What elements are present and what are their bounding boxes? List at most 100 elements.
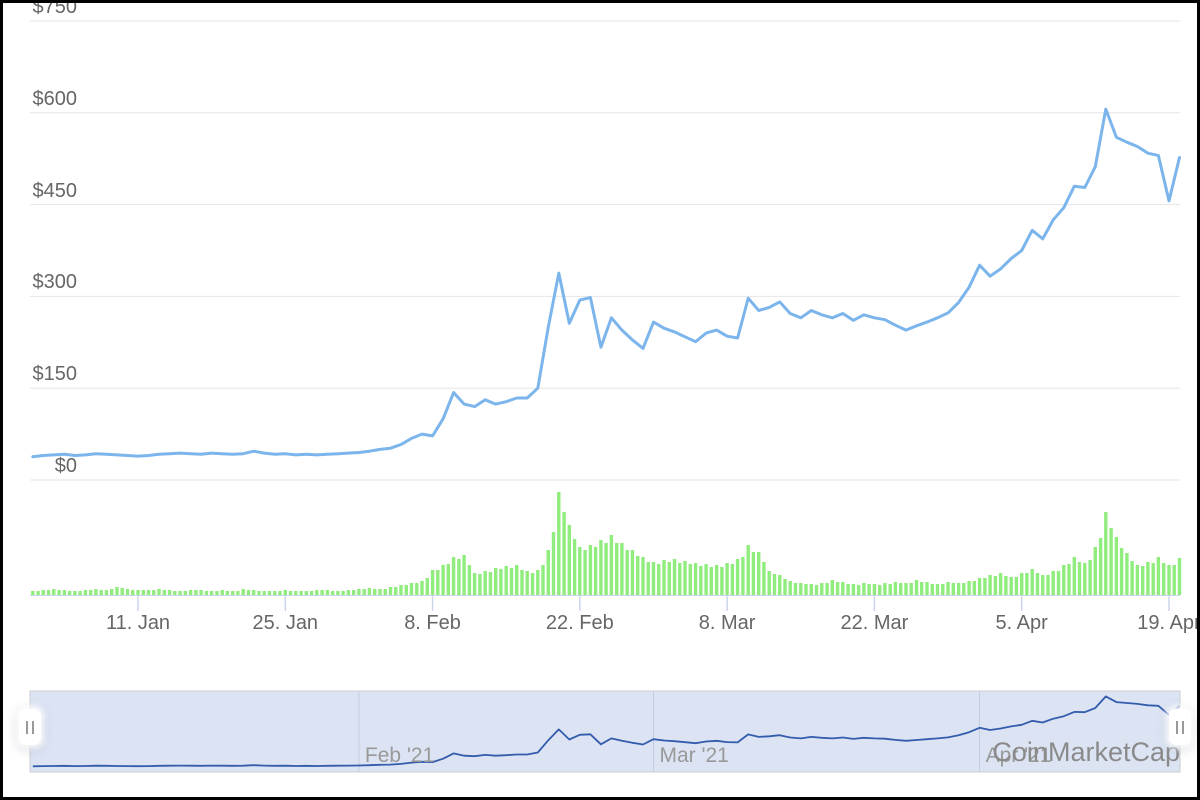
volume-bar: [1062, 565, 1066, 595]
volume-bar: [846, 584, 850, 595]
volume-bar: [636, 556, 640, 595]
volume-bar: [52, 589, 56, 595]
volume-bar: [1035, 573, 1040, 595]
volume-bar: [893, 582, 898, 595]
volume-bar: [562, 512, 566, 595]
volume-bar: [62, 590, 67, 595]
volume-bar: [94, 589, 98, 595]
volume-bar: [1130, 561, 1134, 595]
volume-bar: [1051, 571, 1055, 595]
x-axis-tick-label: 5. Apr: [995, 612, 1048, 634]
volume-bar: [199, 590, 203, 595]
volume-bar: [1104, 512, 1108, 595]
volume-bar: [83, 590, 88, 595]
volume-bar: [1025, 573, 1029, 595]
x-axis-tick-label: 8. Feb: [404, 612, 461, 634]
volume-bar: [1146, 562, 1150, 595]
volume-bar: [204, 591, 209, 595]
volume-bar: [599, 540, 603, 595]
y-axis-tick-label: $750: [32, 0, 78, 18]
volume-bar: [1004, 576, 1008, 595]
volume-bar: [125, 589, 130, 595]
volume-bar: [273, 591, 277, 595]
volume-bar: [457, 559, 461, 595]
volume-bar: [436, 570, 440, 595]
navigator-month-label: Mar '21: [659, 744, 729, 767]
volume-bar: [1030, 569, 1034, 595]
volume-bar: [667, 562, 671, 595]
volume-bar: [188, 590, 193, 595]
volume-bar: [1098, 538, 1103, 595]
volume-bar: [352, 590, 356, 595]
volume-bar: [714, 565, 719, 595]
volume-bar: [814, 585, 819, 595]
volume-bar: [115, 587, 119, 595]
volume-bar: [472, 573, 477, 595]
volume-bar: [299, 591, 303, 595]
x-axis-tick-label: 22. Feb: [545, 612, 614, 634]
volume-bar: [772, 574, 777, 595]
volume-bar: [383, 589, 387, 595]
x-axis-tick-label: 22. Mar: [840, 612, 909, 634]
volume-bar: [304, 591, 308, 595]
volume-bar: [478, 574, 482, 595]
volume-bar: [209, 591, 214, 595]
volume-bar: [488, 572, 493, 595]
navigator-mask[interactable]: [29, 690, 1181, 773]
volume-bar: [1014, 577, 1019, 595]
volume-bar: [178, 591, 182, 595]
volume-bar: [341, 591, 345, 595]
volume-bar: [136, 590, 140, 595]
volume-bar: [567, 525, 571, 595]
volume-bar: [173, 591, 177, 595]
volume-bar: [757, 552, 761, 595]
volume-bar: [730, 564, 735, 595]
volume-bar: [152, 590, 156, 595]
price-line-series: [31, 107, 1181, 459]
volume-bar: [878, 585, 882, 595]
volume-bar: [162, 590, 166, 595]
volume-bar: [215, 591, 219, 595]
volume-bar: [951, 583, 955, 595]
volume-bar: [941, 584, 945, 595]
volume-bar: [888, 584, 892, 595]
volume-bar: [294, 591, 298, 595]
volume-bar: [1135, 565, 1140, 595]
volume-bar: [231, 591, 235, 595]
volume-bar: [131, 590, 135, 595]
volume-bar: [257, 591, 261, 595]
volume-bar: [657, 564, 661, 595]
volume-bar: [783, 579, 787, 595]
volume-bar: [1088, 560, 1092, 595]
volume-bar: [709, 567, 713, 595]
volume-bar: [509, 568, 514, 595]
volume-bar: [89, 590, 93, 595]
volume-bar: [183, 591, 187, 595]
navigator-handle-right[interactable]: [1169, 709, 1191, 745]
volume-bar: [110, 589, 114, 595]
volume-bar: [1072, 557, 1076, 595]
volume-bar: [41, 590, 45, 595]
volume-bar: [525, 571, 529, 595]
volume-bar: [956, 583, 961, 595]
volume-bar: [662, 560, 666, 595]
volume-bar: [688, 564, 692, 595]
volume-bar: [699, 566, 703, 595]
volume-bar: [804, 584, 808, 595]
volume-bar: [325, 590, 330, 595]
volume-bar: [394, 587, 398, 595]
volume-bar: [446, 564, 450, 595]
navigator-handle-left[interactable]: [19, 709, 41, 745]
volume-bar: [530, 573, 535, 595]
volume-bar: [762, 562, 766, 595]
volume-bar: [494, 568, 498, 595]
volume-bar: [1009, 577, 1013, 595]
volume-bar: [778, 575, 782, 595]
volume-bar: [283, 590, 287, 595]
volume-bar: [625, 550, 629, 595]
volume-bar: [515, 565, 519, 595]
volume-bar: [630, 550, 635, 595]
volume-bar: [998, 573, 1003, 595]
